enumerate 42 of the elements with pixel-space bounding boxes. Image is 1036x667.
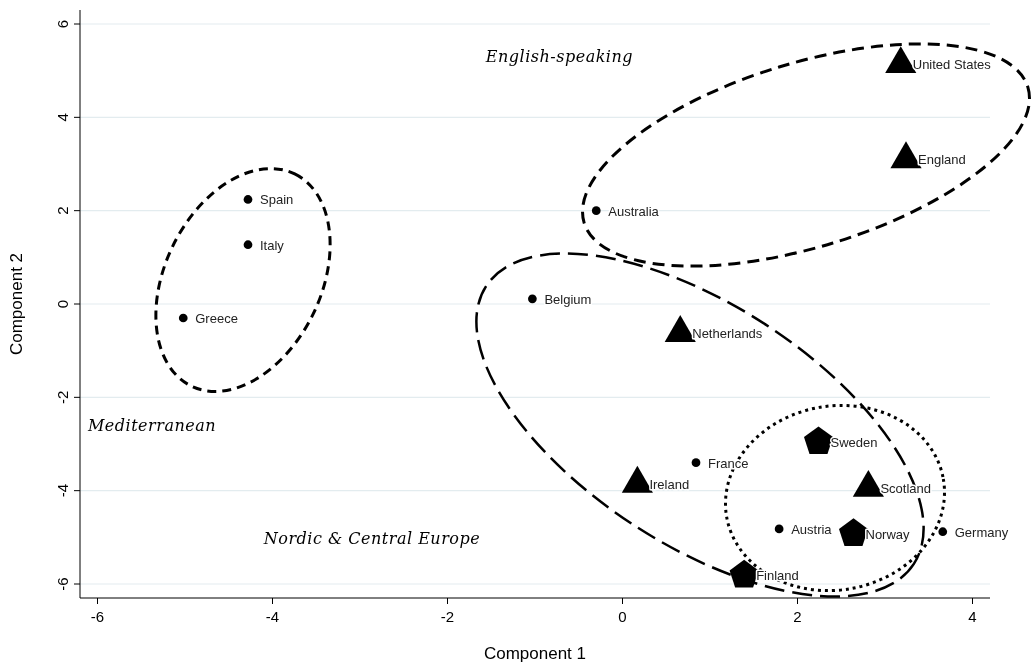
annotation: Norway [865,526,911,542]
point [774,524,784,534]
x-tick-label: 4 [968,608,977,625]
annotation: Netherlands [692,325,763,341]
y-tick-label: -4 [54,483,71,498]
y-tick-label: -6 [54,577,71,591]
annotation: Ireland [649,476,690,492]
annotation: Mediterranean [86,416,217,435]
annotation: Australia [608,203,660,219]
annotation: English-speaking [484,47,634,66]
point [178,313,188,323]
x-tick-label: -4 [265,608,280,625]
annotation: Spain [260,192,294,208]
x-tick-label: 0 [618,608,627,625]
annotation: United States [912,57,992,73]
annotation: Greece [195,311,238,326]
point [729,559,759,588]
annotation: Germany [954,524,1009,540]
y-tick-label: 2 [54,206,71,215]
y-tick-label: 4 [54,113,71,122]
y-tick-label: 6 [54,19,71,29]
x-tick-label: 2 [793,608,802,625]
point [528,294,537,304]
point [243,240,253,250]
x-axis-title: Component 1 [483,644,587,663]
point [938,527,948,537]
annotation: Belgium [544,291,592,307]
point [591,206,601,216]
annotation: Scotland [880,480,931,496]
annotation: Nordic & Central Europe [262,529,481,548]
y-tick-label: 0 [54,299,71,309]
point [243,195,253,204]
annotation: Italy [260,237,285,253]
annotation: England [918,152,966,168]
annotation: Sweden [830,434,878,450]
y-tick-label: -2 [54,390,71,405]
y-axis-title: Component 2 [7,252,26,356]
x-tick-label: -2 [440,608,455,625]
x-tick-label: -6 [90,608,105,625]
point [691,458,701,468]
annotation: France [708,455,749,471]
annotation: Austria [791,521,833,537]
